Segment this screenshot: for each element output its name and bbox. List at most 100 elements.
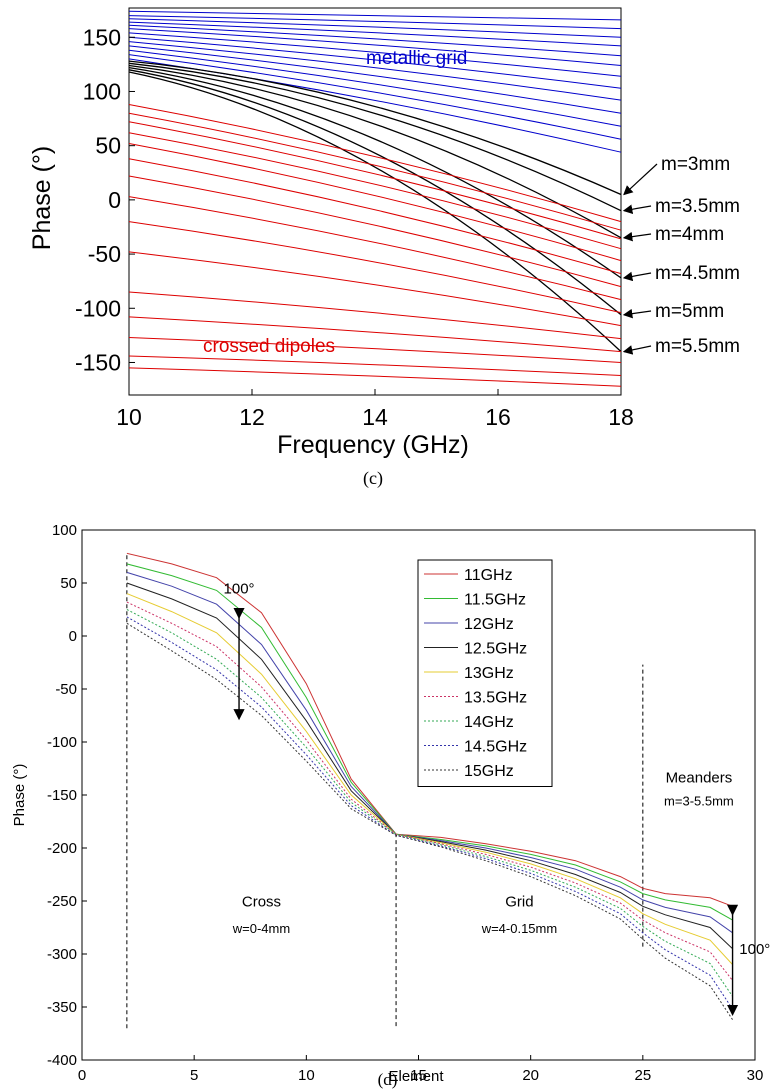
- chart-c-series-meanders-2: [128, 62, 622, 212]
- chart-c-arrow-m-4-5mm: [622, 271, 652, 282]
- chart-d-series-11ghz: [126, 552, 733, 907]
- chart-c-annotation-crossed-dipoles: crossed dipoles: [203, 336, 335, 357]
- chart-d-legend-label-13ghz: 13GHz: [464, 665, 514, 682]
- chart-c-y-ticks: 150 100 50 0 -50 -100 -150: [75, 24, 135, 375]
- chart-d-x-ticks: 0 5 10 15 20 25 30: [78, 1055, 763, 1084]
- chart-d-range-arrows: [233, 607, 739, 1017]
- chart-c-label-m-3mm: m=3mm: [661, 154, 730, 175]
- chart-d-ytick-label: -350: [47, 999, 77, 1016]
- chart-c-meander-arrows: m=3mm m=3.5mm m=4mm m=4.5mm m=5mm m=5.5mm: [622, 154, 740, 357]
- chart-c-series-metallic-grid-8: [128, 36, 622, 89]
- chart-d-annotation-range-right: 100°: [739, 941, 770, 958]
- chart-d-y-ticks: 100 50 0 -50 -100 -150 -200 -250 -300 -350 -400: [47, 522, 87, 1069]
- chart-d-annotations: 100° 100° Cross w=0-4mm Grid w=4-0.15mm Meande…: [224, 581, 771, 958]
- chart-d-series-13-5ghz: [126, 601, 733, 981]
- chart-c-xtick-label: 10: [116, 404, 142, 430]
- chart-c-series-crossed-dipoles-11: [128, 291, 622, 340]
- chart-d-ytick-label: -200: [47, 840, 77, 857]
- chart-d-legend-label-11ghz: 11GHz: [464, 567, 513, 584]
- chart-c-arrow-m-4mm: [622, 231, 652, 242]
- chart-c-series-crossed-dipoles-5: [128, 143, 622, 262]
- chart-c-arrow-m-3mm: [623, 163, 658, 196]
- chart-d-xtick-label: 20: [522, 1067, 539, 1084]
- chart-d-annotation-meanders-m: m=3-5.5mm: [664, 794, 734, 809]
- chart-c-ytick-label: 100: [83, 78, 121, 104]
- chart-d-annotation-cross: Cross: [242, 893, 281, 910]
- chart-d-ytick-label: 100: [52, 522, 77, 539]
- chart-c-xtick-label: 12: [239, 404, 265, 430]
- chart-c-series-metallic-grid-12: [128, 54, 622, 140]
- chart-c-label-m-5-5mm: m=5.5mm: [655, 336, 740, 357]
- chart-c-arrow-m-5-5mm: [622, 345, 652, 355]
- chart-c-label-m-4-5mm: m=4.5mm: [655, 263, 740, 284]
- chart-d-annotation-cross-w: w=0-4mm: [232, 921, 290, 936]
- chart-c-x-ticks: 10 12 14 16 18: [116, 389, 634, 430]
- chart-c-label-m-4mm: m=4mm: [655, 224, 724, 245]
- chart-d-ytick-label: -400: [47, 1052, 77, 1069]
- chart-c-arrow-m-5mm: [622, 308, 652, 319]
- chart-d-ytick-label: -250: [47, 893, 77, 910]
- chart-d-xtick-label: 15: [410, 1067, 427, 1084]
- chart-c-ytick-label: -100: [75, 295, 121, 321]
- chart-c-ytick-label: -150: [75, 349, 121, 375]
- chart-c-series-metallic-grid-1: [128, 10, 622, 21]
- chart-c-annotation-metallic-grid: metallic grid: [366, 48, 467, 69]
- chart-c-xtick-label: 16: [485, 404, 511, 430]
- chart-c-series-crossed-dipoles-15: [128, 367, 622, 387]
- chart-d-legend-label-14-5ghz: 14.5GHz: [464, 739, 527, 756]
- chart-c-xtick-label: 18: [608, 404, 634, 430]
- chart-c-series-crossed-dipoles-7: [128, 175, 622, 288]
- chart-c-series-metallic-grid-5: [128, 24, 622, 57]
- chart-d-annotation-grid: Grid: [505, 893, 533, 910]
- chart-d-legend-label-12ghz: 12GHz: [464, 616, 514, 633]
- chart-c-ytick-label: 50: [95, 133, 121, 159]
- chart-d-legend: 11GHz 11.5GHz 12GHz 12.5GHz 13GHz 13.5GHz 14GH…: [417, 559, 553, 787]
- chart-d-ytick-label: -150: [47, 787, 77, 804]
- chart-c-series-metallic-grid-4: [128, 21, 622, 47]
- chart-c-series-metallic-grid-7: [128, 32, 622, 77]
- chart-d-annotation-grid-w: w=4-0.15mm: [481, 921, 558, 936]
- chart-c-y-axis-label: Phase (°): [28, 146, 56, 250]
- chart-c-label-m-5mm: m=5mm: [655, 301, 724, 322]
- chart-c-label-m-3-5mm: m=3.5mm: [655, 196, 740, 217]
- chart-d-legend-label-14ghz: 14GHz: [464, 714, 514, 731]
- chart-d-xtick-label: 0: [78, 1067, 86, 1084]
- chart-c-series-meanders-4: [128, 66, 622, 279]
- chart-c-caption: (c): [363, 468, 383, 489]
- chart-c-series-crossed-dipoles-12: [128, 316, 622, 353]
- chart-c-ytick-label: 150: [83, 24, 121, 50]
- chart-d-legend-label-13-5ghz: 13.5GHz: [464, 690, 527, 707]
- chart-d-xtick-label: 10: [298, 1067, 315, 1084]
- chart-c-series-metallic-grid-10: [128, 45, 622, 114]
- chart-c-series-crossed-dipoles-9: [128, 221, 622, 314]
- chart-c-series-metallic-grid-2: [128, 15, 622, 30]
- chart-c-series-crossed-dipoles-2: [128, 112, 622, 231]
- chart-c-series-crossed-dipoles-13: [128, 337, 622, 363]
- chart-c-x-axis-label: Frequency (GHz): [277, 431, 469, 459]
- chart-d-y-axis-label: Phase (°): [11, 764, 28, 827]
- chart-d-xtick-label: 25: [634, 1067, 651, 1084]
- chart-c-series-crossed-dipoles-3: [128, 121, 622, 240]
- chart-d-annotation-range-left: 100°: [224, 581, 255, 598]
- chart-c-series-meanders-6: [128, 71, 622, 353]
- chart-c-ytick-label: -50: [88, 241, 121, 267]
- chart-d-annotation-meanders: Meanders: [666, 769, 733, 786]
- chart-d-ytick-label: -50: [55, 681, 77, 698]
- chart-c-series-metallic-grid-3: [128, 18, 622, 38]
- chart-c-series-crossed-dipoles-4: [128, 132, 622, 250]
- chart-c-series-crossed-dipoles-10: [128, 251, 622, 327]
- chart-c-ytick-label: 0: [108, 187, 121, 213]
- chart-c-series-meanders-1: [128, 60, 622, 196]
- chart-d-legend-label-12-5ghz: 12.5GHz: [464, 641, 527, 658]
- chart-c-series-meanders-5: [128, 69, 622, 316]
- chart-d-legend-label-11-5ghz: 11.5GHz: [464, 592, 526, 609]
- chart-c-series-metallic-grid-6: [128, 28, 622, 66]
- chart-d-ytick-label: 50: [60, 575, 77, 592]
- chart-c-series-metallic-grid-9: [128, 41, 622, 101]
- chart-c-series-crossed-dipoles-8: [128, 196, 622, 301]
- chart-c-xtick-label: 14: [362, 404, 388, 430]
- phase-vs-element-chart: 100 50 0 -50 -100 -150 -200 -250 -300 -350 -400 0 5…: [11, 522, 770, 1085]
- chart-d-legend-label-15ghz: 15GHz: [464, 763, 514, 780]
